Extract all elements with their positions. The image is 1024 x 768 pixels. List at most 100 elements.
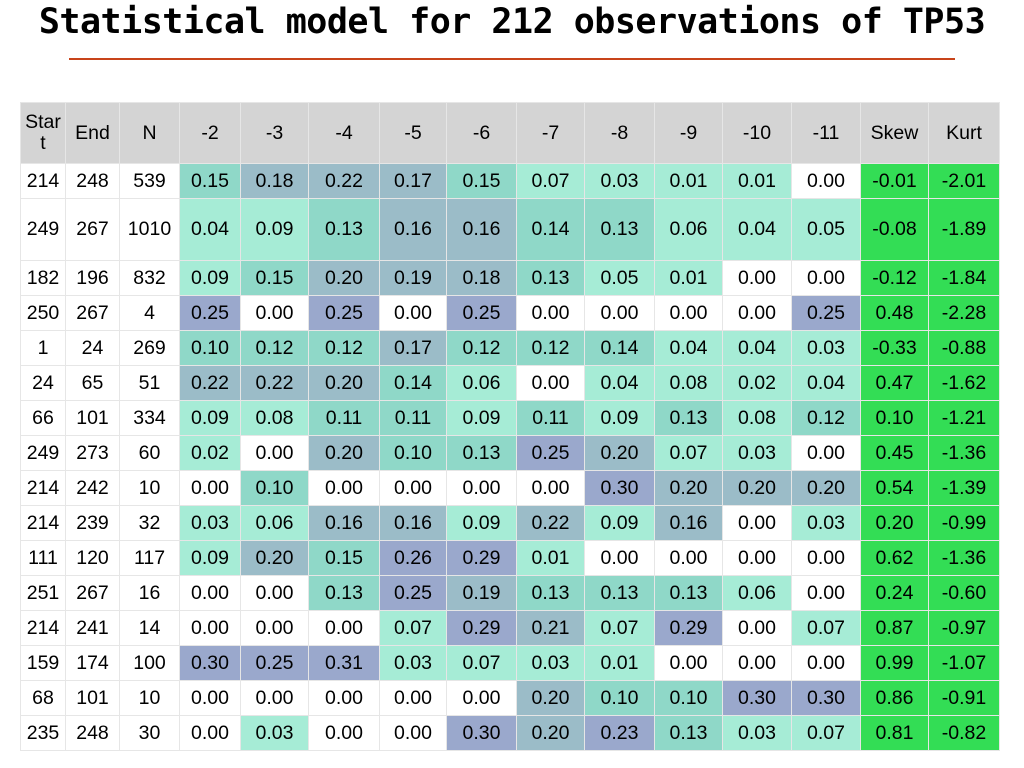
table-cell: 0.12 — [240, 330, 309, 366]
table-cell: -1.89 — [928, 198, 1000, 261]
table-cell: 0.25 — [791, 295, 861, 331]
table-cell: 0.20 — [308, 260, 380, 296]
table-cell: 0.00 — [179, 715, 241, 751]
table-cell: 4 — [119, 295, 180, 331]
table-cell: 0.00 — [791, 435, 861, 471]
table-cell: 0.06 — [446, 365, 517, 401]
table-cell: 0.07 — [379, 610, 447, 646]
table-cell: -0.01 — [860, 163, 929, 199]
table-cell: 0.25 — [179, 295, 241, 331]
table-cell: 0.11 — [379, 400, 447, 436]
table-cell: 16 — [119, 575, 180, 611]
table-cell: 32 — [119, 505, 180, 541]
table-row: 249 267 1010 0.04 0.09 0.13 0.16 0.16 0.14 0.13 0.… — [20, 198, 1000, 261]
column-header: -3 — [240, 102, 309, 164]
table-cell: -1.36 — [928, 540, 1000, 576]
title-underline — [69, 58, 955, 60]
table-cell: 0.18 — [240, 163, 309, 199]
table-cell: 1010 — [119, 198, 180, 261]
table-cell: 267 — [65, 575, 120, 611]
table-cell: 250 — [20, 295, 66, 331]
table-cell: 0.21 — [516, 610, 585, 646]
table-cell: 0.01 — [722, 163, 792, 199]
table-cell: -1.36 — [928, 435, 1000, 471]
table-header-row: Star t End N -2 -3 -4 -5 -6 -7 -8 -9 -10 -11 Skew Kurt — [20, 102, 1000, 164]
table-cell: 0.20 — [584, 435, 655, 471]
table-cell: 0.12 — [791, 400, 861, 436]
table-cell: 0.13 — [446, 435, 517, 471]
table-cell: 0.62 — [860, 540, 929, 576]
table-cell: 241 — [65, 610, 120, 646]
table-cell: 0.00 — [308, 680, 380, 716]
table-cell: 0.20 — [860, 505, 929, 541]
table-cell: 249 — [20, 198, 66, 261]
table-cell: 0.30 — [179, 645, 241, 681]
table-cell: 24 — [20, 365, 66, 401]
table-cell: 0.20 — [240, 540, 309, 576]
table-cell: 0.03 — [179, 505, 241, 541]
table-row: 159 174 100 0.30 0.25 0.31 0.03 0.07 0.03 0.01 0.0… — [20, 645, 1000, 681]
table-cell: 0.00 — [179, 680, 241, 716]
table-row: 214 241 14 0.00 0.00 0.00 0.07 0.29 0.21 0.07 0.29… — [20, 610, 1000, 646]
table-cell: -2.28 — [928, 295, 1000, 331]
table-cell: 0.04 — [179, 198, 241, 261]
table-body: 214 248 539 0.15 0.18 0.22 0.17 0.15 0.07 0.03 0.0… — [20, 163, 1000, 751]
table-row: 111 120 117 0.09 0.20 0.15 0.26 0.29 0.01 0.00 0.0… — [20, 540, 1000, 576]
table-cell: 0.13 — [654, 715, 723, 751]
table-cell: 0.30 — [446, 715, 517, 751]
table-cell: 0.20 — [791, 470, 861, 506]
table-cell: 0.20 — [722, 470, 792, 506]
table-cell: 0.22 — [516, 505, 585, 541]
table-cell: 248 — [65, 163, 120, 199]
table-cell: 0.00 — [722, 610, 792, 646]
table-cell: -0.12 — [860, 260, 929, 296]
table-cell: 0.07 — [446, 645, 517, 681]
table-cell: 0.19 — [446, 575, 517, 611]
table-cell: 101 — [65, 680, 120, 716]
table-cell: 0.10 — [860, 400, 929, 436]
table-cell: 0.00 — [446, 470, 517, 506]
table-cell: 0.20 — [516, 715, 585, 751]
table-cell: 0.10 — [179, 330, 241, 366]
table-cell: 0.47 — [860, 365, 929, 401]
column-header: -10 — [722, 102, 792, 164]
column-header: Kurt — [928, 102, 1000, 164]
table-row: 249 273 60 0.02 0.00 0.20 0.10 0.13 0.25 0.20 0.07… — [20, 435, 1000, 471]
column-header: Star t — [20, 102, 66, 164]
table-cell: 0.15 — [179, 163, 241, 199]
table-cell: 239 — [65, 505, 120, 541]
table-cell: 0.13 — [654, 400, 723, 436]
table-cell: 0.05 — [584, 260, 655, 296]
table-cell: 0.07 — [791, 610, 861, 646]
table-cell: 0.17 — [379, 330, 447, 366]
table-cell: 0.08 — [654, 365, 723, 401]
table-cell: -1.39 — [928, 470, 1000, 506]
column-header: -5 — [379, 102, 447, 164]
page-title: Statistical model for 212 observations o… — [38, 2, 986, 42]
table-cell: 0.00 — [240, 435, 309, 471]
table-cell: 0.03 — [791, 330, 861, 366]
table-cell: 101 — [65, 400, 120, 436]
column-header: -7 — [516, 102, 585, 164]
table-cell: 0.13 — [516, 260, 585, 296]
table-row: 251 267 16 0.00 0.00 0.13 0.25 0.19 0.13 0.13 0.13… — [20, 575, 1000, 611]
table-cell: 0.00 — [722, 505, 792, 541]
table-cell: 0.00 — [308, 610, 380, 646]
table-cell: 0.04 — [654, 330, 723, 366]
column-header: -11 — [791, 102, 861, 164]
table-cell: 10 — [119, 680, 180, 716]
table-row: 214 242 10 0.00 0.10 0.00 0.00 0.00 0.00 0.30 0.20… — [20, 470, 1000, 506]
table-cell: 0.12 — [516, 330, 585, 366]
table-cell: 0.13 — [584, 575, 655, 611]
table-cell: 0.29 — [446, 540, 517, 576]
table-cell: 0.05 — [791, 198, 861, 261]
table-cell: 0.00 — [654, 645, 723, 681]
table-cell: 0.13 — [654, 575, 723, 611]
column-header: -4 — [308, 102, 380, 164]
table-cell: 196 — [65, 260, 120, 296]
column-header: -9 — [654, 102, 723, 164]
column-header: Skew — [860, 102, 929, 164]
table-cell: 0.11 — [308, 400, 380, 436]
table-cell: 0.00 — [308, 470, 380, 506]
table-cell: 0.00 — [240, 575, 309, 611]
